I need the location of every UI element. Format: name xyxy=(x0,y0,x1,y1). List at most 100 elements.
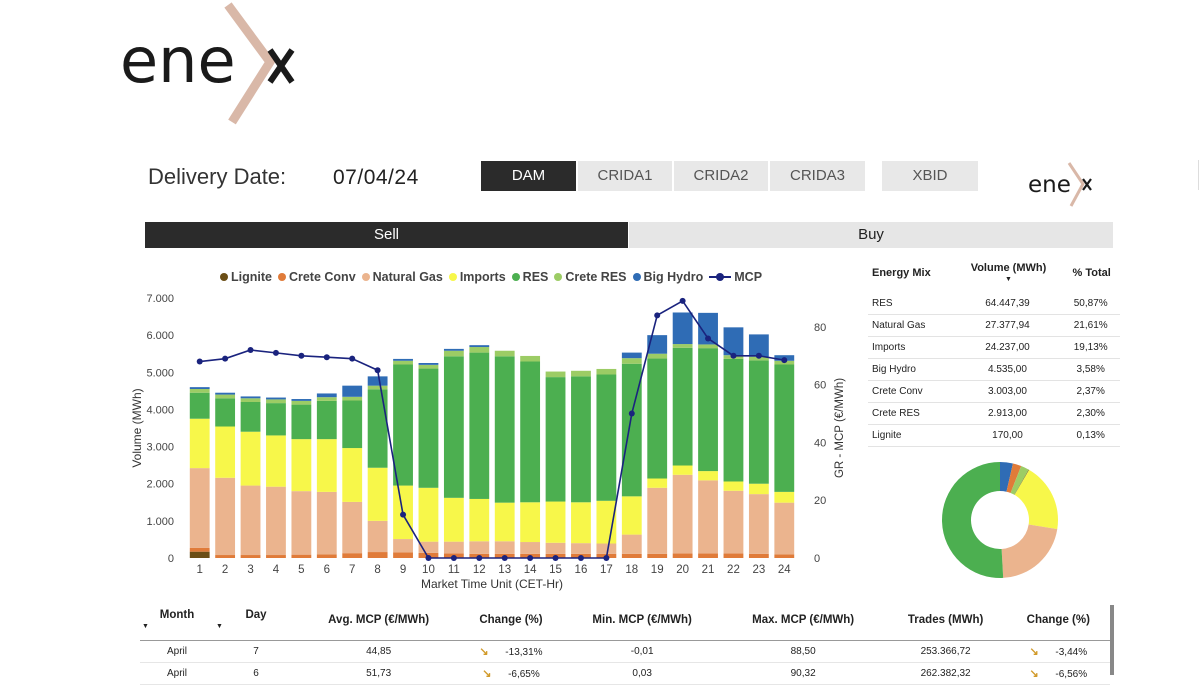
bar-segment xyxy=(621,553,642,558)
bar-segment xyxy=(240,485,261,556)
trades-header[interactable]: Trades (MWh) xyxy=(884,603,1007,641)
bar-segment xyxy=(266,435,286,487)
mcp-point xyxy=(374,367,381,374)
y-tick-label: 3.000 xyxy=(146,442,174,454)
energy-mix-name: Imports xyxy=(868,336,954,359)
donut-slice xyxy=(1001,524,1058,578)
bar-segment xyxy=(367,389,388,468)
bar-segment xyxy=(698,348,718,472)
bar-segment xyxy=(672,474,693,554)
energy-mix-pct: 0,13% xyxy=(1061,424,1120,447)
summary-cell: April xyxy=(140,662,214,685)
bar-segment xyxy=(443,348,464,351)
bar-segment xyxy=(316,491,337,555)
legend-res: RES xyxy=(511,270,548,284)
tab-crida1[interactable]: CRIDA1 xyxy=(578,161,672,191)
bar-segment xyxy=(266,399,286,404)
trend-down-icon: ↘ xyxy=(1029,646,1039,658)
bar-segment xyxy=(647,353,668,359)
sort-down-icon: ▼ xyxy=(142,623,149,630)
bar-segment xyxy=(672,312,693,345)
bar-segment xyxy=(469,498,490,542)
tab-xbid[interactable]: XBID xyxy=(882,161,978,191)
volume-header[interactable]: Volume (MWh) ▼ xyxy=(954,258,1062,293)
bar-segment xyxy=(291,554,312,558)
mcp-point xyxy=(527,555,534,561)
mcp-point xyxy=(705,335,712,342)
summary-cell: April xyxy=(140,640,214,663)
x-tick-label: 8 xyxy=(374,564,380,576)
tab-crida3[interactable]: CRIDA3 xyxy=(770,161,865,191)
tab-crida2[interactable]: CRIDA2 xyxy=(674,161,768,191)
energy-mix-name: Crete RES xyxy=(868,402,954,425)
max-mcp-header[interactable]: Max. MCP (€/MWh) xyxy=(721,603,885,641)
bar-segment xyxy=(367,385,388,390)
x-tick-label: 1 xyxy=(197,564,203,576)
bar-segment xyxy=(520,355,541,362)
bar-segment xyxy=(291,404,312,440)
x-tick-label: 17 xyxy=(600,564,613,576)
x-tick-label: 15 xyxy=(549,564,562,576)
bar-segment xyxy=(266,555,286,558)
buy-button[interactable]: Buy xyxy=(629,222,1113,248)
bar-segment xyxy=(774,502,795,555)
x-tick-label: 16 xyxy=(575,564,588,576)
energy-mix-panel: Energy Mix Volume (MWh) ▼ % Total RES 64.4… xyxy=(868,258,1120,447)
bar-segment xyxy=(647,358,668,479)
bar-segment xyxy=(215,392,236,395)
bar-segment xyxy=(698,344,718,349)
x-tick-label: 7 xyxy=(349,564,355,576)
bar-segment xyxy=(189,389,210,393)
energy-mix-row: Big Hydro 4.535,00 3,58% xyxy=(868,358,1120,381)
min-mcp-header[interactable]: Min. MCP (€/MWh) xyxy=(562,603,722,641)
bar-segment xyxy=(342,385,363,397)
y-tick-label: 7.000 xyxy=(146,293,174,305)
bar-segment xyxy=(469,352,490,499)
change-header[interactable]: Change (%) xyxy=(459,603,563,641)
bar-segment xyxy=(647,553,668,558)
legend-big-hydro: Big Hydro xyxy=(632,270,703,284)
mcp-point xyxy=(628,410,635,417)
y-tick-label: 0 xyxy=(168,553,174,565)
summary-cell: ↘ -6,65% xyxy=(459,662,563,685)
energy-mix-header[interactable]: Energy Mix xyxy=(872,266,931,279)
x-tick-label: 12 xyxy=(473,564,486,576)
bar-segment xyxy=(393,552,413,558)
sell-button[interactable]: Sell xyxy=(145,222,628,248)
bar-segment xyxy=(418,364,439,369)
trend-down-icon: ↘ xyxy=(482,668,492,680)
bar-segment xyxy=(494,356,515,503)
tab-dam[interactable]: DAM xyxy=(481,161,576,191)
bar-segment xyxy=(189,387,210,389)
bar-segment xyxy=(316,393,337,398)
page-edge xyxy=(1198,160,1203,190)
logo-text-small: ene xyxy=(1028,172,1071,198)
bar-segment xyxy=(672,553,693,558)
mcp-point xyxy=(272,349,279,356)
pct-total-header[interactable]: % Total xyxy=(1072,266,1111,279)
energy-mix-name: Lignite xyxy=(868,424,954,447)
month-header[interactable]: Month ▼ xyxy=(140,603,214,641)
bar-segment xyxy=(215,477,236,556)
table-scrollbar[interactable] xyxy=(1110,605,1114,675)
trades-change-header[interactable]: Change (%) xyxy=(1006,603,1110,641)
day-header[interactable]: Day ▼ xyxy=(214,603,298,641)
donut-slice xyxy=(1000,462,1013,492)
summary-cell: 0,03 xyxy=(562,662,722,685)
summary-cell: 262.382,32 xyxy=(884,662,1007,685)
mcp-point xyxy=(196,358,203,365)
mcp-point xyxy=(476,555,483,561)
bar-segment xyxy=(494,541,515,554)
bar-segment xyxy=(698,480,718,554)
bar-segment xyxy=(494,502,515,542)
mcp-point xyxy=(501,555,508,561)
bar-segment xyxy=(418,487,439,542)
bar-segment xyxy=(647,487,668,554)
volume-mcp-chart: 0 1.000 2.000 3.000 4.000 5.000 6.000 7.000 0 20 4… xyxy=(130,293,846,591)
bar-segment xyxy=(748,494,769,554)
avg-mcp-header[interactable]: Avg. MCP (€/MWh) xyxy=(298,603,460,641)
x-axis-label: Market Time Unit (CET-Hr) xyxy=(421,577,563,591)
donut-slice xyxy=(1006,463,1022,494)
x-tick-label: 18 xyxy=(625,564,638,576)
bar-segment xyxy=(672,465,693,475)
